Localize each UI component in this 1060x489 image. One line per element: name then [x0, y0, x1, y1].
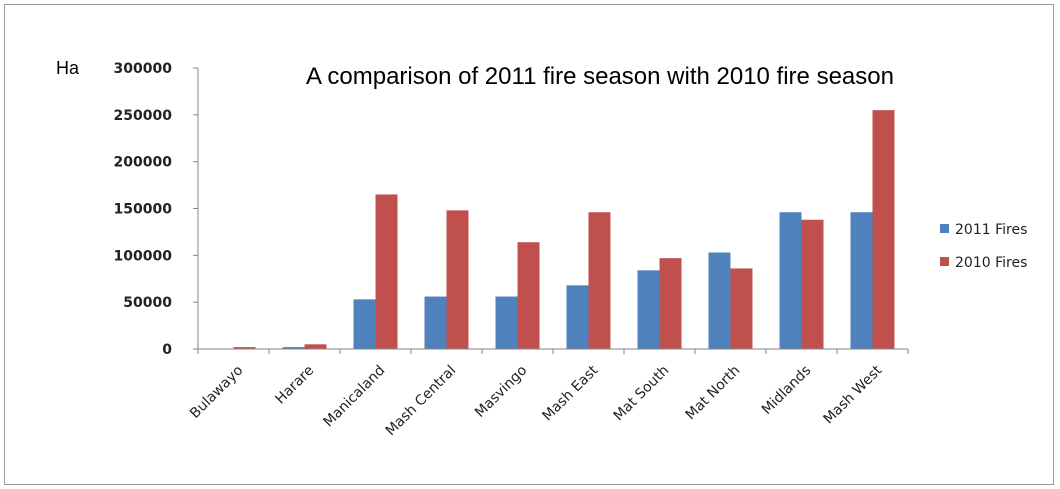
- chart-title: A comparison of 2011 fire season with 20…: [306, 63, 894, 90]
- y-tick-label: 200000: [114, 155, 173, 171]
- bar-2011-manicaland: [353, 299, 376, 349]
- bar-2011-midlands: [779, 212, 802, 349]
- x-category-label: Harare: [272, 363, 317, 408]
- y-tick-label: 0: [162, 342, 172, 358]
- bar-2010-manicaland: [375, 194, 398, 349]
- x-category-label: Midlands: [759, 363, 814, 418]
- legend-label: 2010 Fires: [955, 255, 1027, 271]
- bar-2011-mat-north: [708, 252, 731, 349]
- bar-2010-bulawayo: [233, 347, 256, 349]
- y-tick-label: 50000: [123, 295, 172, 311]
- bar-2010-mat-north: [730, 268, 753, 349]
- y-axis-unit-label: Ha: [56, 58, 80, 78]
- bar-2011-mash-central: [424, 296, 447, 349]
- bar-2011-masvingo: [495, 296, 518, 349]
- x-category-label: Mat South: [611, 363, 673, 425]
- x-category-label: Bulawayo: [187, 363, 246, 422]
- bars: [211, 110, 895, 350]
- bar-2010-mat-south: [659, 258, 682, 349]
- x-category-label: Mash East: [539, 362, 601, 424]
- bar-2011-harare: [282, 347, 305, 349]
- y-tick-label: 250000: [114, 108, 173, 124]
- x-category-label: Masvingo: [472, 363, 530, 421]
- bar-2011-mash-east: [566, 285, 589, 349]
- y-tick-label: 150000: [114, 202, 173, 218]
- bar-2011-mat-south: [637, 270, 660, 349]
- x-category-label: Mash West: [820, 362, 885, 427]
- bar-2010-midlands: [801, 219, 824, 349]
- legend-swatch: [940, 257, 949, 266]
- x-category-label: Manicaland: [320, 363, 388, 431]
- legend: 2011 Fires 2010 Fires: [940, 222, 1027, 271]
- x-category-label: Mat North: [683, 363, 744, 424]
- bar-2010-masvingo: [517, 242, 540, 349]
- bar-2010-mash-east: [588, 212, 611, 349]
- legend-label: 2011 Fires: [955, 222, 1027, 238]
- axes: [197, 68, 909, 354]
- x-category-label: Mash Central: [383, 363, 460, 440]
- bar-2010-mash-central: [446, 210, 469, 349]
- y-axis-ticks: 0 50000 100000 150000 200000 250000 300000: [114, 61, 198, 358]
- bar-2010-mash-west: [872, 110, 895, 350]
- legend-swatch: [940, 224, 949, 233]
- bar-2010-harare: [304, 344, 327, 349]
- y-tick-label: 100000: [114, 248, 173, 264]
- bar-2011-mash-west: [850, 212, 873, 349]
- y-tick-label: 300000: [114, 61, 173, 77]
